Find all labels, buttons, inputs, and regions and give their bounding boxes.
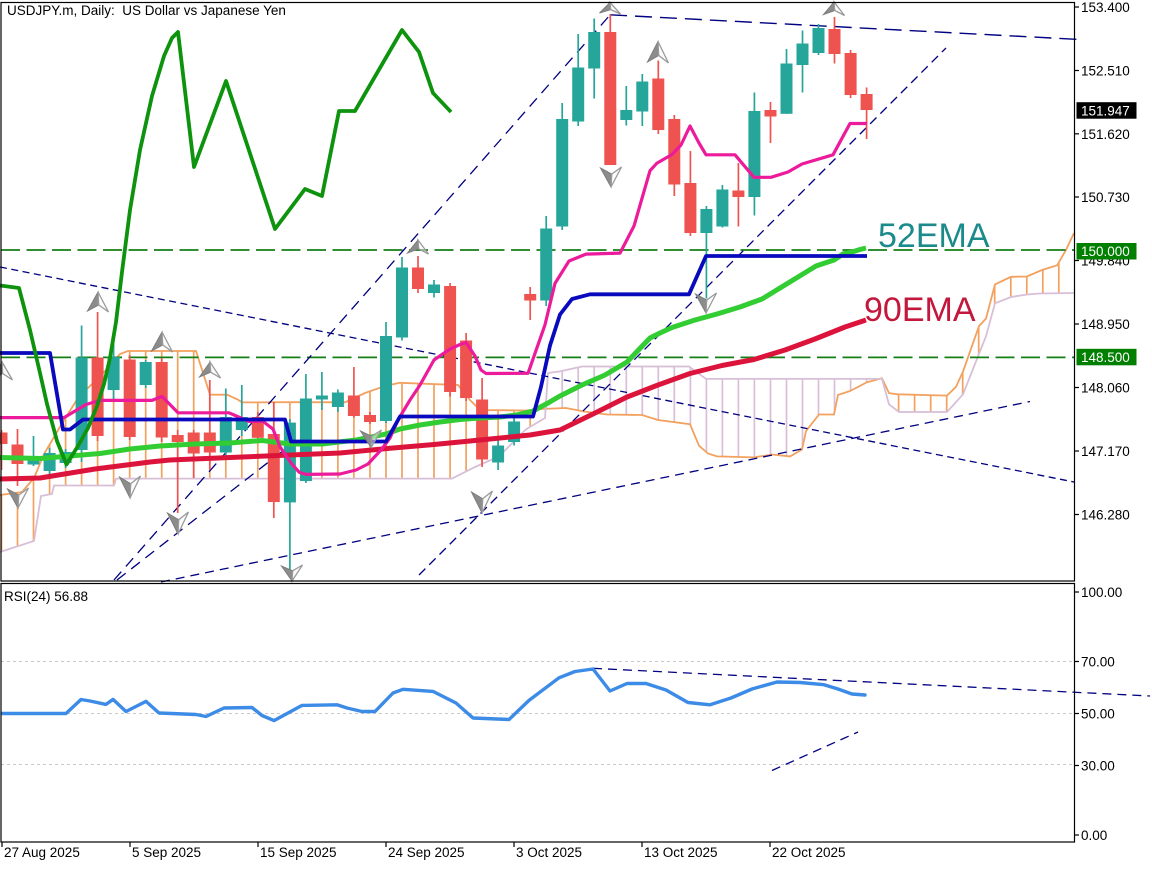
svg-text:3 Oct 2025: 3 Oct 2025 xyxy=(516,845,582,860)
svg-text:24 Sep 2025: 24 Sep 2025 xyxy=(388,845,465,860)
svg-text:90EMA: 90EMA xyxy=(864,291,976,329)
svg-text:147.170: 147.170 xyxy=(1081,444,1130,459)
svg-text:22 Oct 2025: 22 Oct 2025 xyxy=(772,845,846,860)
svg-text:0.00: 0.00 xyxy=(1081,828,1107,843)
svg-text:13 Oct 2025: 13 Oct 2025 xyxy=(644,845,718,860)
svg-text:148.500: 148.500 xyxy=(1081,350,1130,365)
svg-text:148.060: 148.060 xyxy=(1081,381,1130,396)
svg-text:30.00: 30.00 xyxy=(1081,759,1115,774)
svg-text:5 Sep 2025: 5 Sep 2025 xyxy=(132,845,201,860)
svg-text:50.00: 50.00 xyxy=(1081,707,1115,722)
svg-text:152.510: 152.510 xyxy=(1081,64,1130,79)
svg-text:150.730: 150.730 xyxy=(1081,190,1130,205)
svg-text:148.950: 148.950 xyxy=(1081,317,1130,332)
svg-text:100.00: 100.00 xyxy=(1081,585,1122,600)
svg-text:153.400: 153.400 xyxy=(1081,0,1130,15)
svg-text:70.00: 70.00 xyxy=(1081,655,1115,670)
svg-text:USDJPY.m, Daily: US Dollar vs: USDJPY.m, Daily: US Dollar vs Japanese Y… xyxy=(7,3,286,18)
svg-text:52EMA: 52EMA xyxy=(878,217,990,255)
svg-text:151.620: 151.620 xyxy=(1081,127,1130,142)
svg-text:15 Sep 2025: 15 Sep 2025 xyxy=(260,845,337,860)
svg-text:146.280: 146.280 xyxy=(1081,508,1130,523)
svg-text:150.000: 150.000 xyxy=(1081,244,1130,259)
svg-text:RSI(24) 56.88: RSI(24) 56.88 xyxy=(4,589,88,604)
svg-text:151.947: 151.947 xyxy=(1081,103,1130,118)
svg-text:27 Aug 2025: 27 Aug 2025 xyxy=(4,845,80,860)
